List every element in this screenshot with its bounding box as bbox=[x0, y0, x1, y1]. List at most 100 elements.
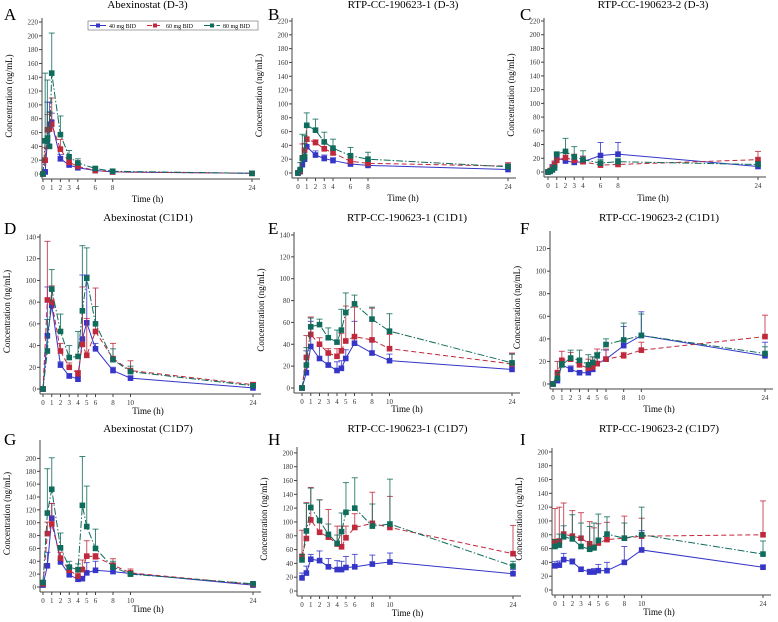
y-tick-label: 120 bbox=[28, 88, 39, 96]
y-tick-label: 40 bbox=[283, 341, 291, 349]
data-point bbox=[595, 567, 602, 574]
x-tick-label: 1 bbox=[562, 600, 566, 608]
x-tick-label: 24 bbox=[510, 601, 518, 609]
series-line bbox=[42, 299, 254, 390]
data-point bbox=[109, 168, 116, 175]
data-point bbox=[576, 369, 583, 376]
data-point bbox=[569, 536, 576, 542]
series-line bbox=[301, 333, 513, 389]
data-point bbox=[75, 573, 81, 579]
data-point bbox=[48, 121, 55, 128]
data-point bbox=[334, 339, 340, 345]
data-point bbox=[127, 368, 134, 375]
x-tick-label: 0 bbox=[546, 182, 550, 190]
y-tick-label: 100 bbox=[26, 519, 37, 527]
data-point bbox=[75, 576, 81, 583]
series-line bbox=[301, 558, 514, 579]
data-point bbox=[321, 155, 328, 162]
data-point bbox=[334, 566, 340, 573]
series-60-mg-bid bbox=[40, 97, 255, 177]
data-point bbox=[505, 163, 511, 170]
data-point bbox=[299, 161, 306, 168]
y-axis-label: Concentration (ng/mL) bbox=[514, 477, 524, 560]
data-point bbox=[604, 567, 610, 574]
legend-marker bbox=[210, 23, 214, 28]
data-point bbox=[110, 367, 116, 374]
panel-i: I RTP-CC-190623-2 (C1D7) Time (h) Concentra… bbox=[514, 423, 771, 617]
x-tick-label: 24 bbox=[249, 184, 257, 192]
y-tick-label: 140 bbox=[26, 234, 37, 242]
data-point bbox=[586, 569, 593, 575]
data-point bbox=[351, 564, 358, 570]
x-tick-label: 0 bbox=[41, 597, 45, 605]
y-tick-label: 180 bbox=[283, 463, 294, 471]
panel-title: RTP-CC-190623-2 (D-3) bbox=[598, 0, 709, 11]
legend-label: 60 mg BID bbox=[166, 24, 194, 30]
y-tick-label: 200 bbox=[278, 31, 289, 39]
data-point bbox=[40, 171, 46, 177]
y-tick-label: 40 bbox=[539, 335, 547, 343]
data-point bbox=[615, 158, 621, 165]
series-80-mg-bid bbox=[40, 32, 255, 177]
y-tick-label: 60 bbox=[281, 128, 289, 136]
data-point bbox=[338, 348, 345, 354]
data-point bbox=[325, 350, 332, 356]
y-tick-label: 160 bbox=[278, 59, 289, 67]
x-tick-label: 4 bbox=[76, 597, 80, 605]
data-point bbox=[387, 524, 393, 531]
x-tick-label: 5 bbox=[595, 394, 599, 402]
y-tick-label: 60 bbox=[29, 320, 37, 328]
data-point bbox=[369, 523, 376, 529]
data-point bbox=[92, 165, 99, 172]
x-axis-label: Time (h) bbox=[132, 194, 163, 204]
data-point bbox=[347, 152, 354, 159]
data-point bbox=[75, 371, 81, 377]
y-tick-label: 100 bbox=[283, 518, 294, 526]
y-tick-label: 120 bbox=[536, 245, 547, 253]
panel-d: D Abexinostat (C1D1) Time (h) Concentration… bbox=[2, 212, 261, 416]
data-point bbox=[316, 529, 323, 536]
data-point bbox=[110, 568, 116, 575]
x-tick-label: 4 bbox=[335, 398, 339, 406]
data-point bbox=[594, 360, 600, 367]
y-tick-label: 20 bbox=[283, 363, 291, 371]
y-tick-label: 40 bbox=[29, 342, 37, 350]
x-tick-label: 3 bbox=[327, 398, 331, 406]
y-tick-label: 160 bbox=[283, 477, 294, 485]
data-point bbox=[604, 531, 610, 537]
data-point bbox=[620, 352, 627, 359]
panel-c: C RTP-CC-190623-2 (D-3) Time (h) Concentrat… bbox=[506, 0, 766, 203]
y-tick-label: 120 bbox=[280, 253, 291, 261]
data-point bbox=[316, 341, 323, 348]
data-point bbox=[57, 156, 64, 162]
data-point bbox=[48, 486, 55, 493]
data-point bbox=[553, 157, 560, 164]
series-line bbox=[552, 336, 766, 385]
data-point bbox=[760, 551, 766, 557]
data-point bbox=[338, 365, 345, 372]
data-point bbox=[510, 550, 516, 557]
series-line bbox=[301, 342, 513, 389]
series-line bbox=[301, 506, 514, 567]
y-tick-label: 20 bbox=[539, 358, 547, 366]
y-tick-label: 100 bbox=[28, 101, 39, 109]
data-point bbox=[307, 504, 314, 511]
series-line bbox=[42, 278, 254, 390]
data-point bbox=[127, 375, 134, 381]
y-tick-label: 140 bbox=[28, 74, 39, 82]
data-point bbox=[299, 575, 305, 581]
y-tick-label: 80 bbox=[286, 532, 294, 540]
data-point bbox=[75, 353, 81, 360]
y-tick-label: 160 bbox=[538, 476, 549, 484]
data-point bbox=[57, 328, 64, 335]
y-tick-label: 200 bbox=[530, 31, 541, 39]
y-tick-label: 0 bbox=[287, 385, 291, 393]
y-tick-label: 140 bbox=[283, 491, 294, 499]
y-tick-label: 40 bbox=[29, 558, 37, 566]
series-80-mg-bid bbox=[299, 477, 516, 569]
x-tick-label: 24 bbox=[250, 399, 258, 407]
data-point bbox=[303, 369, 310, 376]
x-tick-label: 8 bbox=[370, 398, 374, 406]
data-point bbox=[83, 553, 90, 559]
series-40-mg-bid bbox=[545, 141, 761, 175]
